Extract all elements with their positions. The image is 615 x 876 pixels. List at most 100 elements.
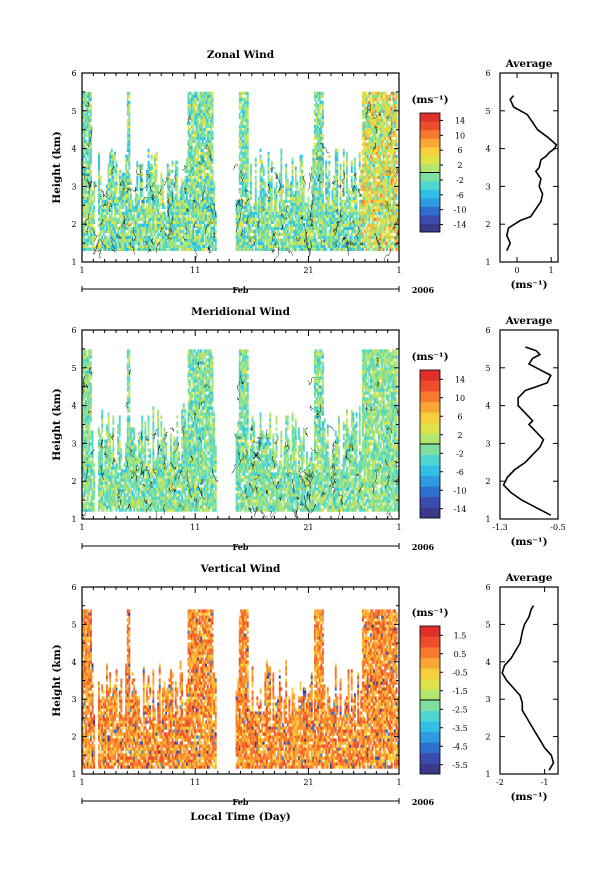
heatmap-cell (341, 214, 344, 218)
heatmap-cell (362, 223, 364, 227)
heatmap-cell (342, 148, 345, 152)
heatmap-cell (154, 223, 156, 227)
heatmap-cell (259, 235, 262, 239)
heatmap-cell (322, 241, 324, 245)
heatmap-cell (363, 112, 366, 116)
heatmap-cell (101, 202, 104, 206)
heatmap-cell (237, 217, 240, 221)
heatmap-cell (240, 151, 243, 155)
heatmap-cell (141, 172, 144, 176)
heatmap-cell (192, 106, 195, 110)
heatmap-cell (162, 205, 164, 209)
heatmap-cell (349, 214, 352, 218)
heatmap-cell (267, 217, 270, 221)
heatmap-cell (357, 226, 360, 230)
heatmap-cell (314, 124, 316, 128)
heatmap-cell (269, 223, 272, 227)
heatmap-cell (373, 229, 376, 233)
heatmap-cell (117, 196, 120, 200)
heatmap-cell (211, 145, 214, 149)
heatmap-cell (176, 223, 179, 227)
heatmap-cell (211, 121, 214, 125)
heatmap-cell (243, 163, 246, 167)
heatmap-cell (374, 106, 377, 110)
heatmap-cell (125, 178, 128, 182)
heatmap-cell (379, 94, 382, 98)
heatmap-cell (242, 205, 244, 209)
heatmap-cell (160, 187, 163, 191)
heatmap-cell (336, 235, 339, 239)
heatmap-cell (192, 199, 195, 203)
heatmap-cell (363, 136, 366, 140)
heatmap-cell (125, 160, 128, 164)
heatmap-cell (264, 244, 267, 248)
heatmap-cell (349, 235, 352, 239)
heatmap-cell (192, 148, 195, 152)
heatmap-cell (285, 211, 288, 215)
heatmap-cell (357, 220, 360, 224)
heatmap-cell (106, 190, 108, 194)
heatmap-cell (374, 241, 377, 245)
heatmap-cell (250, 175, 252, 179)
heatmap-cell (115, 178, 118, 182)
heatmap-cell (128, 247, 131, 251)
heatmap-cell (195, 241, 198, 245)
heatmap-cell (363, 130, 366, 134)
heatmap-cell (246, 193, 249, 197)
heatmap-cell (318, 106, 321, 110)
heatmap-cell (352, 223, 355, 227)
heatmap-cell (366, 214, 369, 218)
heatmap-cell (358, 178, 361, 182)
heatmap-cell (301, 154, 304, 158)
heatmap-cell (83, 94, 86, 98)
heatmap-cell (341, 202, 344, 206)
heatmap-cell (195, 193, 198, 197)
heatmap-cell (264, 208, 267, 212)
heatmap-cell (346, 190, 348, 194)
heatmap-cell (358, 214, 361, 218)
heatmap-cell (195, 103, 198, 107)
heatmap-cell (304, 226, 307, 230)
heatmap-cell (149, 220, 152, 224)
heatmap-cell (85, 244, 88, 248)
heatmap-cell (206, 184, 209, 188)
heatmap-cell (238, 127, 241, 131)
heatmap-cell (189, 157, 192, 161)
heatmap-cell (366, 100, 369, 104)
heatmap-cell (370, 109, 372, 113)
heatmap-cell (139, 184, 142, 188)
heatmap-cell (205, 115, 208, 119)
heatmap-cell (146, 199, 148, 203)
heatmap-cell (90, 220, 92, 224)
heatmap-cell (91, 217, 94, 221)
heatmap-cell (200, 121, 203, 125)
heatmap-cell (157, 190, 160, 194)
heatmap-cell (312, 223, 315, 227)
heatmap-cell (190, 205, 193, 209)
heatmap-cell (240, 220, 243, 224)
heatmap-cell (115, 220, 118, 224)
heatmap-cell (246, 205, 249, 209)
heatmap-cell (195, 115, 198, 119)
heatmap-cell (171, 190, 174, 194)
heatmap-cell (379, 133, 382, 137)
heatmap-cell (381, 211, 384, 215)
heatmap-cell (136, 235, 139, 239)
heatmap-cell (186, 175, 188, 179)
heatmap-cell (264, 190, 267, 194)
heatmap-cell (363, 169, 366, 173)
heatmap-cell (144, 223, 147, 227)
heatmap-cell (208, 91, 211, 95)
heatmap-cell (242, 166, 244, 170)
heatmap-cell (238, 175, 241, 179)
heatmap-cell (157, 211, 160, 215)
heatmap-cell (211, 109, 214, 113)
heatmap-cell (293, 220, 296, 224)
heatmap-cell (146, 238, 148, 242)
heatmap-cell (373, 136, 376, 140)
heatmap-cell (352, 181, 355, 185)
heatmap-cell (109, 163, 112, 167)
heatmap-cell (371, 187, 374, 191)
heatmap-cell (322, 190, 324, 194)
heatmap-cell (205, 94, 208, 98)
